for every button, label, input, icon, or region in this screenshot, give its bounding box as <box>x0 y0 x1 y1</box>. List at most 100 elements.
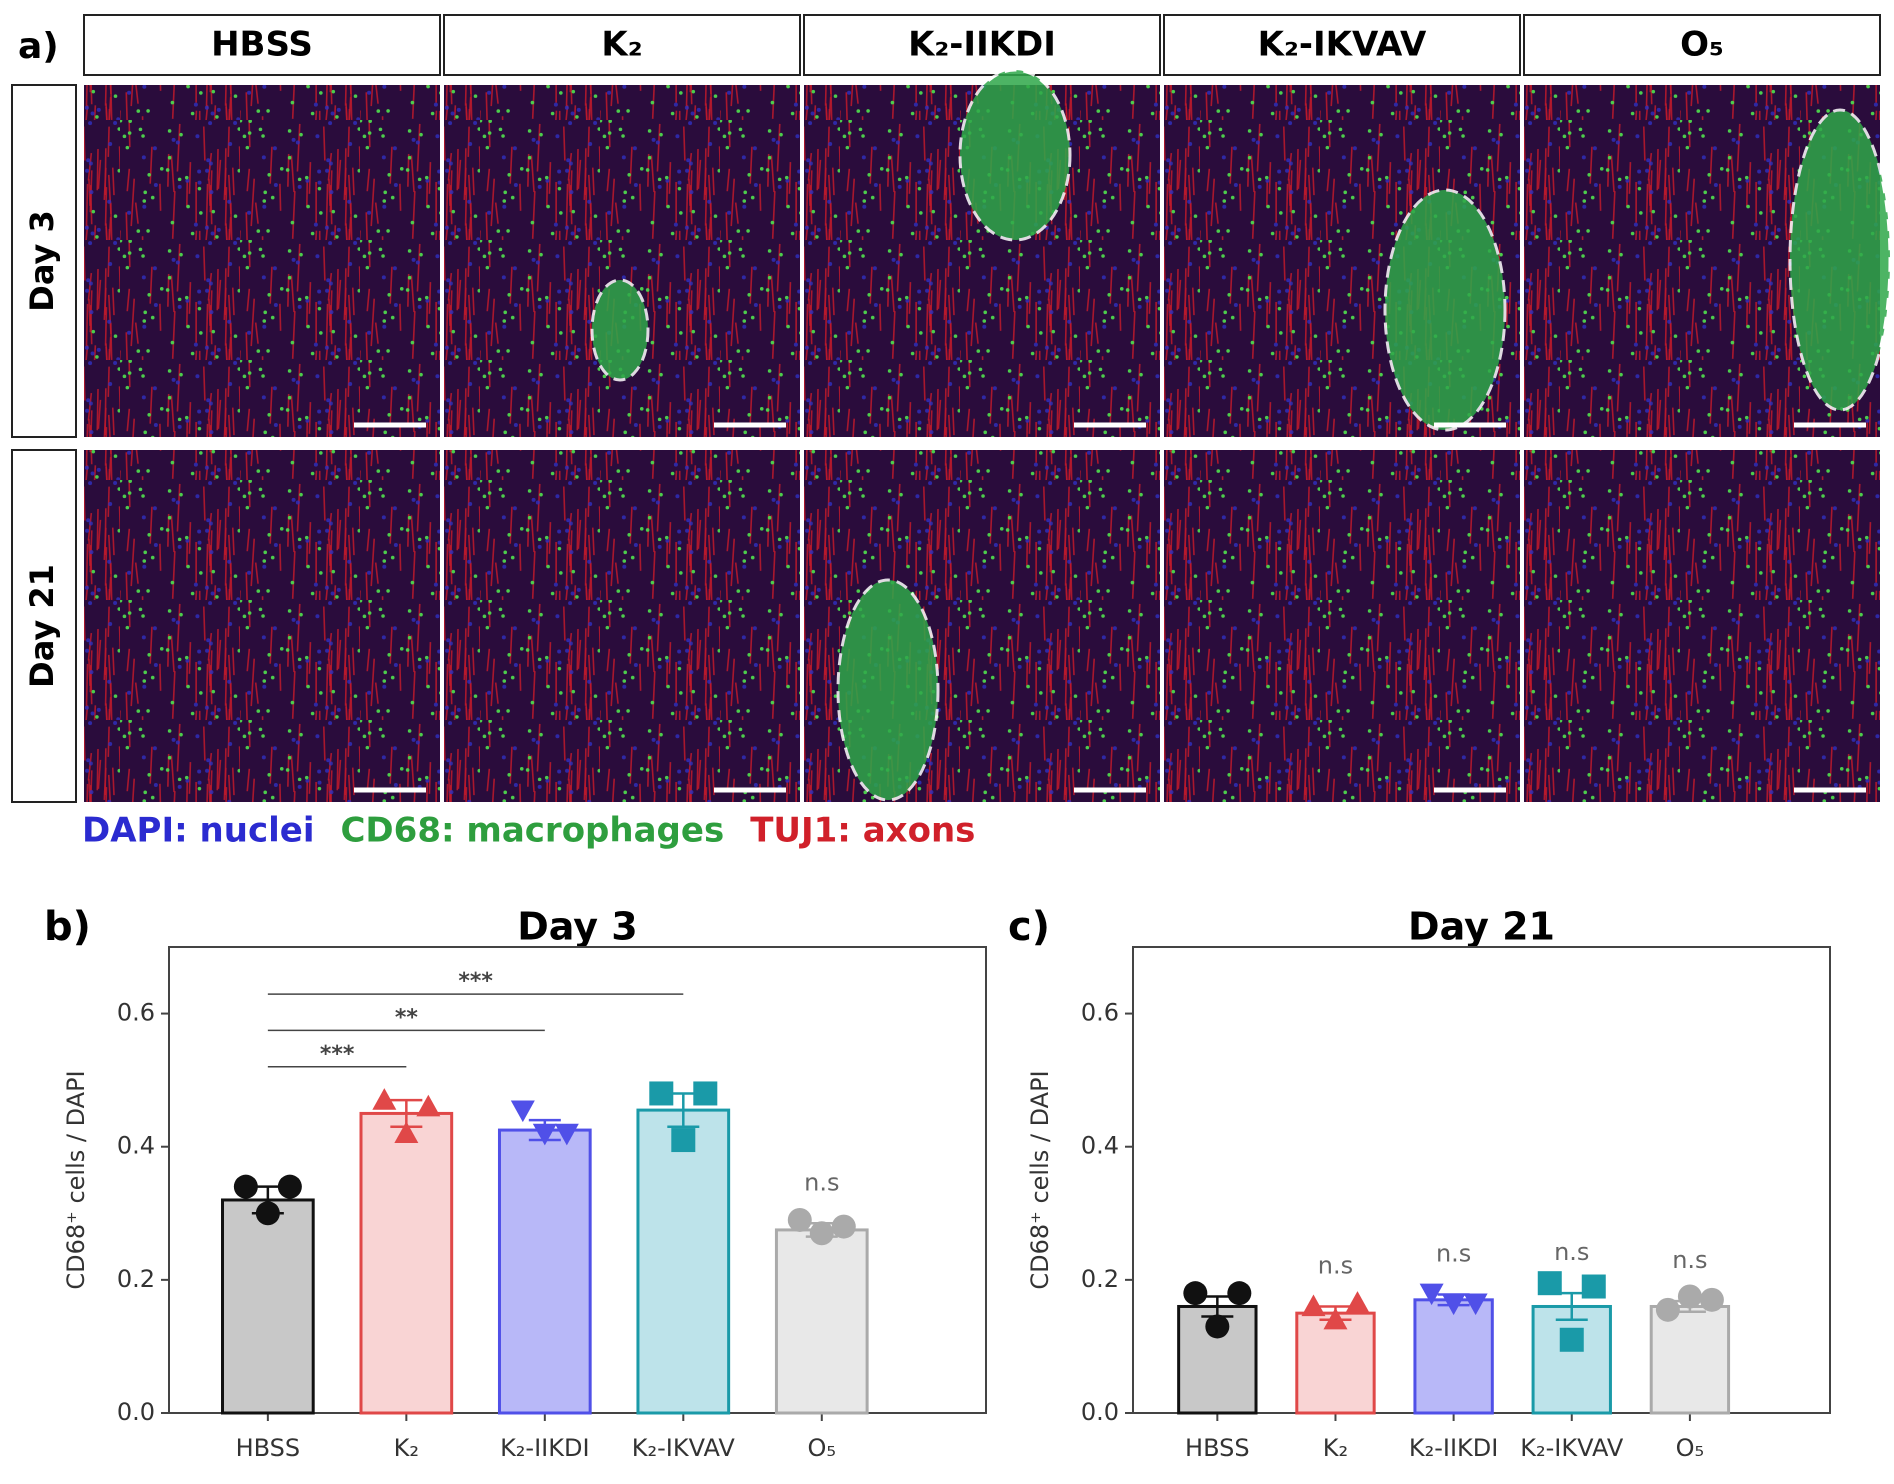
data-point <box>809 1221 834 1246</box>
bar <box>1531 1304 1612 1415</box>
bar <box>497 1128 592 1415</box>
data-point <box>671 1128 696 1153</box>
x-tick-label: K₂-IKVAV <box>632 1434 736 1462</box>
y-tick-label: 0.0 <box>1081 1398 1119 1426</box>
data-point <box>831 1214 856 1239</box>
data-point <box>233 1174 258 1199</box>
data-point <box>1345 1291 1370 1313</box>
row-label-box <box>11 84 77 438</box>
macrophage-cluster <box>1383 188 1507 432</box>
annotation: n.s <box>1554 1238 1589 1266</box>
column-header: HBSS <box>211 25 313 65</box>
x-tick-label: K₂-IIKDI <box>1409 1434 1498 1462</box>
y-tick-label: 0.6 <box>117 999 155 1027</box>
micrograph <box>1164 450 1520 802</box>
x-tick-label: O₅ <box>1676 1434 1705 1462</box>
macrophage-cluster <box>590 278 650 382</box>
data-point <box>554 1123 579 1146</box>
column-header-box <box>1523 14 1881 76</box>
significance-label: *** <box>458 969 493 994</box>
row-label: Day 3 <box>23 210 61 311</box>
micrograph <box>84 85 440 437</box>
annotation: n.s <box>1672 1246 1707 1274</box>
micrograph <box>444 85 800 437</box>
data-point <box>510 1100 535 1123</box>
macrophage-cluster <box>1788 108 1892 412</box>
column-header: O₅ <box>1680 25 1724 65</box>
data-point <box>1699 1287 1724 1312</box>
bar <box>1413 1298 1494 1415</box>
data-point <box>1227 1281 1252 1306</box>
macrophage-cluster <box>836 578 940 802</box>
x-tick-label: O₅ <box>808 1434 837 1462</box>
bar <box>636 1108 731 1415</box>
data-point <box>1323 1307 1348 1330</box>
y-axis-label: CD68⁺ cells / DAPI <box>1026 1070 1054 1289</box>
column-header-box <box>803 14 1161 76</box>
significance-label: *** <box>320 1042 355 1067</box>
data-point <box>1301 1294 1326 1317</box>
panel-label: c) <box>1008 904 1050 950</box>
panel-label: a) <box>18 26 59 67</box>
bar <box>1295 1311 1376 1415</box>
y-tick-label: 0.4 <box>117 1132 155 1160</box>
data-point <box>1419 1283 1444 1306</box>
column-header: K₂-IKVAV <box>1258 25 1427 65</box>
column-header-box <box>83 14 441 76</box>
chart-title: Day 21 <box>1408 905 1555 949</box>
bar <box>774 1228 869 1415</box>
x-tick-label: K₂ <box>394 1434 419 1462</box>
x-tick-label: K₂ <box>1323 1434 1348 1462</box>
data-point <box>1463 1293 1488 1316</box>
row-label: Day 21 <box>23 564 61 688</box>
data-point <box>1559 1327 1584 1352</box>
legend-text: CD68: macrophages <box>340 811 724 851</box>
y-tick-label: 0.2 <box>1081 1265 1119 1293</box>
annotation: n.s <box>1436 1240 1471 1268</box>
data-point <box>532 1123 557 1146</box>
column-header-box <box>1163 14 1521 76</box>
chart-title: Day 3 <box>517 905 637 949</box>
micrograph <box>84 450 440 802</box>
bar <box>359 1111 454 1415</box>
column-header: K₂ <box>601 25 642 65</box>
y-tick-label: 0.2 <box>117 1265 155 1293</box>
y-tick-label: 0.4 <box>1081 1132 1119 1160</box>
data-point <box>372 1088 397 1110</box>
bar <box>221 1198 315 1415</box>
data-point <box>416 1094 441 1117</box>
y-tick-label: 0.0 <box>117 1398 155 1426</box>
macrophage-cluster <box>958 68 1072 242</box>
legend-text: DAPI: nuclei <box>82 811 314 851</box>
data-point <box>1441 1293 1466 1316</box>
x-tick-label: K₂-IIKDI <box>500 1434 589 1462</box>
data-point <box>1581 1274 1606 1299</box>
annotation: n.s <box>1318 1251 1353 1279</box>
y-tick-label: 0.6 <box>1081 999 1119 1027</box>
x-tick-label: K₂-IKVAV <box>1520 1434 1624 1462</box>
panel-label: b) <box>44 904 91 950</box>
y-axis-label: CD68⁺ cells / DAPI <box>62 1070 90 1289</box>
data-point <box>1205 1314 1230 1339</box>
data-point <box>693 1081 718 1106</box>
data-point <box>787 1207 812 1232</box>
data-point <box>1537 1271 1562 1296</box>
significance-label: ** <box>395 1005 419 1030</box>
data-point <box>255 1201 280 1226</box>
row-label-box <box>11 449 77 803</box>
micrograph <box>1524 450 1880 802</box>
column-header-box <box>443 14 801 76</box>
data-point <box>1677 1284 1702 1309</box>
legend-text: TUJ1: axons <box>750 811 975 851</box>
column-header: K₂-IIKDI <box>908 25 1056 65</box>
data-point <box>394 1121 419 1143</box>
x-tick-label: HBSS <box>1185 1434 1250 1462</box>
data-point <box>277 1174 302 1199</box>
data-point <box>649 1081 674 1106</box>
annotation: n.s <box>804 1168 839 1196</box>
data-point <box>1183 1281 1208 1306</box>
micrograph <box>444 450 800 802</box>
x-tick-label: HBSS <box>236 1434 301 1462</box>
data-point <box>1655 1297 1680 1322</box>
